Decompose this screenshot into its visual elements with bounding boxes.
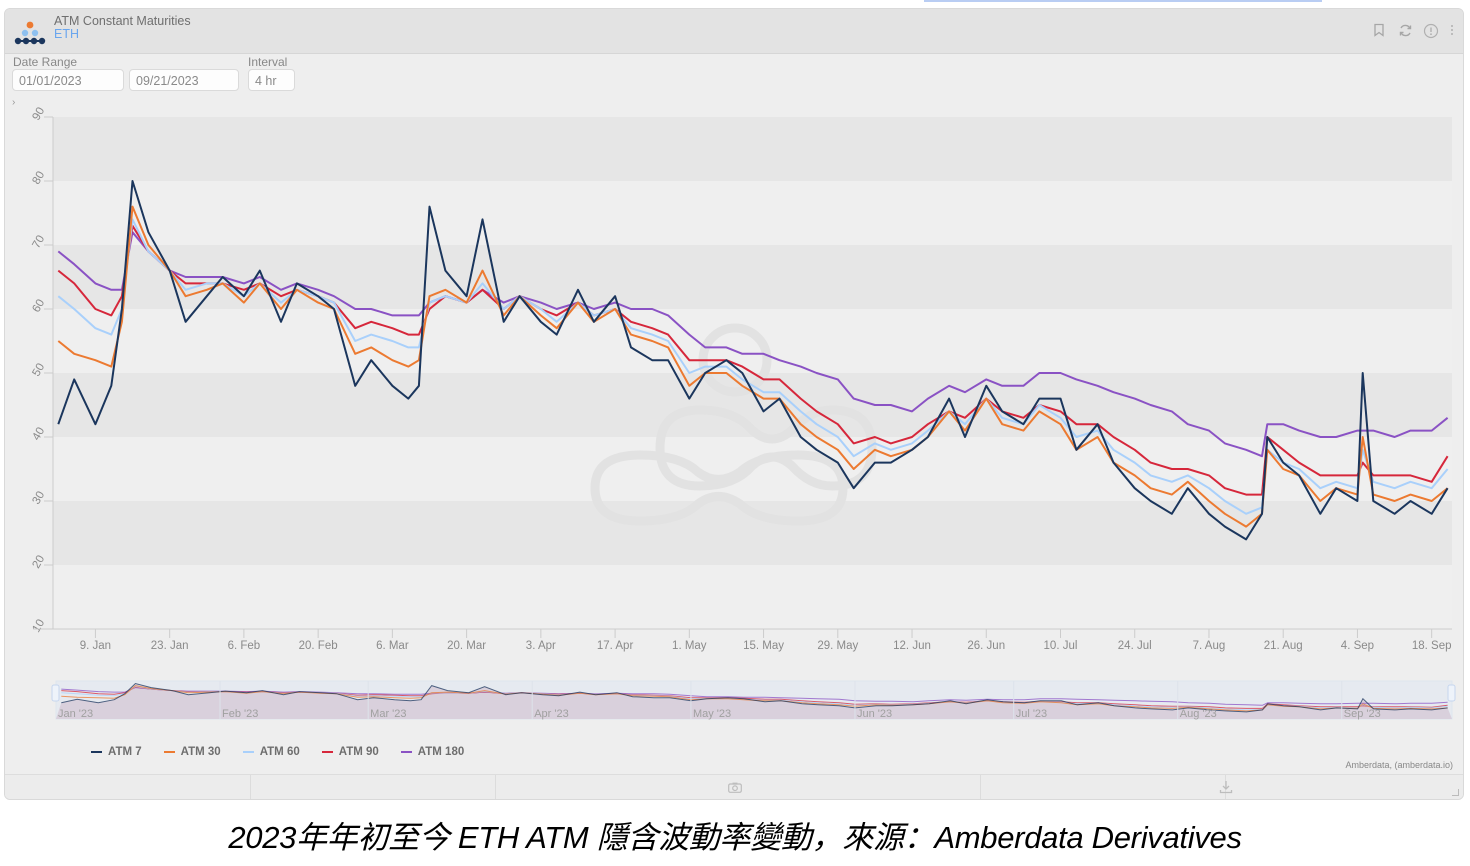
legend-item-atm60[interactable]: ATM 60 bbox=[242, 746, 300, 758]
legend-label: ATM 7 bbox=[108, 746, 142, 758]
refresh-icon[interactable] bbox=[1397, 23, 1413, 39]
y-tick-label: 60 bbox=[30, 297, 47, 314]
legend-item-atm30[interactable]: ATM 30 bbox=[163, 746, 221, 758]
series-line-atm180[interactable] bbox=[57, 231, 1449, 458]
series-line-atm90[interactable] bbox=[57, 224, 1449, 496]
legend-swatch-icon bbox=[163, 751, 175, 753]
volatility-chart: 10 20 30 40 50 60 70 80 90 9. Jan 23. Jan 6. Feb 20.… bbox=[30, 105, 1456, 720]
x-tick-label: 1. May bbox=[672, 640, 707, 652]
navigator-series-atm7 bbox=[61, 682, 1448, 713]
series-line-atm7[interactable] bbox=[57, 180, 1449, 541]
grid-band bbox=[53, 117, 1452, 181]
x-tick-label: 29. May bbox=[817, 640, 858, 652]
bookmark-icon[interactable] bbox=[1371, 23, 1387, 39]
navigator-label: Feb '23 bbox=[222, 708, 258, 720]
y-tick-label: 10 bbox=[30, 617, 47, 634]
navigator-handle-left[interactable] bbox=[51, 684, 60, 702]
y-tick-label: 40 bbox=[30, 425, 47, 442]
x-tick-label: 24. Jul bbox=[1118, 640, 1152, 652]
legend-label: ATM 90 bbox=[338, 746, 379, 758]
y-tick-label: 80 bbox=[30, 169, 47, 186]
navigator-label: Jun '23 bbox=[857, 708, 892, 720]
widget-asset: ETH bbox=[54, 27, 79, 41]
browser-top-accent bbox=[924, 0, 1322, 2]
legend-label: ATM 30 bbox=[180, 746, 221, 758]
info-icon[interactable] bbox=[1423, 23, 1439, 39]
watermark-logo-icon bbox=[590, 323, 877, 526]
download-icon[interactable] bbox=[1219, 780, 1233, 794]
date-range-label: Date Range bbox=[13, 55, 78, 69]
legend-swatch-icon bbox=[400, 751, 412, 753]
x-tick-label: 4. Sep bbox=[1341, 640, 1374, 652]
x-tick-label: 7. Aug bbox=[1193, 640, 1226, 652]
navigator-label: May '23 bbox=[693, 708, 731, 720]
navigator-label: Aug '23 bbox=[1180, 708, 1217, 720]
x-tick-label: 23. Jan bbox=[151, 640, 189, 652]
navigator-label: Sep '23 bbox=[1344, 708, 1381, 720]
y-tick-label: 30 bbox=[30, 489, 47, 506]
chart-credit[interactable]: Amberdata, (amberdata.io) bbox=[1345, 760, 1453, 770]
amberdata-logo-icon bbox=[14, 21, 46, 45]
x-tick-label: 20. Mar bbox=[447, 640, 486, 652]
legend-label: ATM 60 bbox=[259, 746, 300, 758]
interval-label: Interval bbox=[248, 55, 288, 69]
x-tick-label: 18. Sep bbox=[1412, 640, 1452, 652]
expand-controls-toggle[interactable]: › bbox=[12, 97, 16, 108]
legend-item-atm180[interactable]: ATM 180 bbox=[400, 746, 465, 758]
y-tick-label: 90 bbox=[30, 105, 47, 122]
x-tick-label: 6. Feb bbox=[228, 640, 261, 652]
resize-handle[interactable] bbox=[1452, 789, 1459, 796]
widget-title: ATM Constant Maturities bbox=[54, 14, 191, 28]
widget-header: ATM Constant Maturities ETH bbox=[5, 9, 1463, 54]
grid-band bbox=[53, 309, 1452, 373]
navigator-label: Apr '23 bbox=[534, 708, 569, 720]
navigator-series-atm180 bbox=[61, 687, 1448, 706]
date-end-input[interactable]: 09/21/2023 bbox=[129, 69, 239, 91]
navigator-label: Jul '23 bbox=[1016, 708, 1047, 720]
navigator-label: Jan '23 bbox=[58, 708, 93, 720]
x-tick-label: 20. Feb bbox=[299, 640, 338, 652]
x-tick-label: 9. Jan bbox=[80, 640, 111, 652]
more-vertical-icon[interactable] bbox=[1449, 23, 1455, 39]
header-actions bbox=[1371, 23, 1455, 39]
navigator-handle-right[interactable] bbox=[1447, 684, 1456, 702]
figure-caption: 2023年年初至今 ETH ATM 隱含波動率變動，來源：Amberdata D… bbox=[228, 820, 1242, 855]
camera-icon[interactable] bbox=[728, 782, 742, 793]
grid-band bbox=[53, 565, 1452, 629]
y-tick-label: 50 bbox=[30, 361, 47, 378]
x-tick-label: 21. Aug bbox=[1264, 640, 1303, 652]
x-tick-label: 15. May bbox=[743, 640, 784, 652]
x-tick-label: 10. Jul bbox=[1044, 640, 1078, 652]
series-line-atm60[interactable] bbox=[57, 218, 1449, 515]
x-tick-label: 17. Apr bbox=[597, 640, 634, 652]
legend-swatch-icon bbox=[321, 751, 333, 753]
x-tick-label: 6. Mar bbox=[376, 640, 409, 652]
legend-item-atm90[interactable]: ATM 90 bbox=[321, 746, 379, 758]
date-start-input[interactable]: 01/01/2023 bbox=[12, 69, 124, 91]
x-tick-label: 26. Jun bbox=[967, 640, 1005, 652]
chart-legend: ATM 7 ATM 30 ATM 60 ATM 90 ATM 180 bbox=[91, 746, 464, 758]
interval-select[interactable]: 4 hr bbox=[248, 69, 295, 91]
legend-item-atm7[interactable]: ATM 7 bbox=[91, 746, 142, 758]
legend-label: ATM 180 bbox=[417, 746, 465, 758]
legend-swatch-icon bbox=[91, 751, 102, 753]
y-tick-label: 70 bbox=[30, 233, 47, 250]
x-tick-label: 12. Jun bbox=[893, 640, 931, 652]
navigator-area bbox=[56, 683, 1452, 719]
widget-footer bbox=[5, 774, 1463, 799]
y-tick-label: 20 bbox=[30, 553, 47, 570]
grid-band bbox=[53, 181, 1452, 245]
x-tick-label: 3. Apr bbox=[526, 640, 556, 652]
navigator-label: Mar '23 bbox=[370, 708, 406, 720]
legend-swatch-icon bbox=[242, 751, 254, 753]
